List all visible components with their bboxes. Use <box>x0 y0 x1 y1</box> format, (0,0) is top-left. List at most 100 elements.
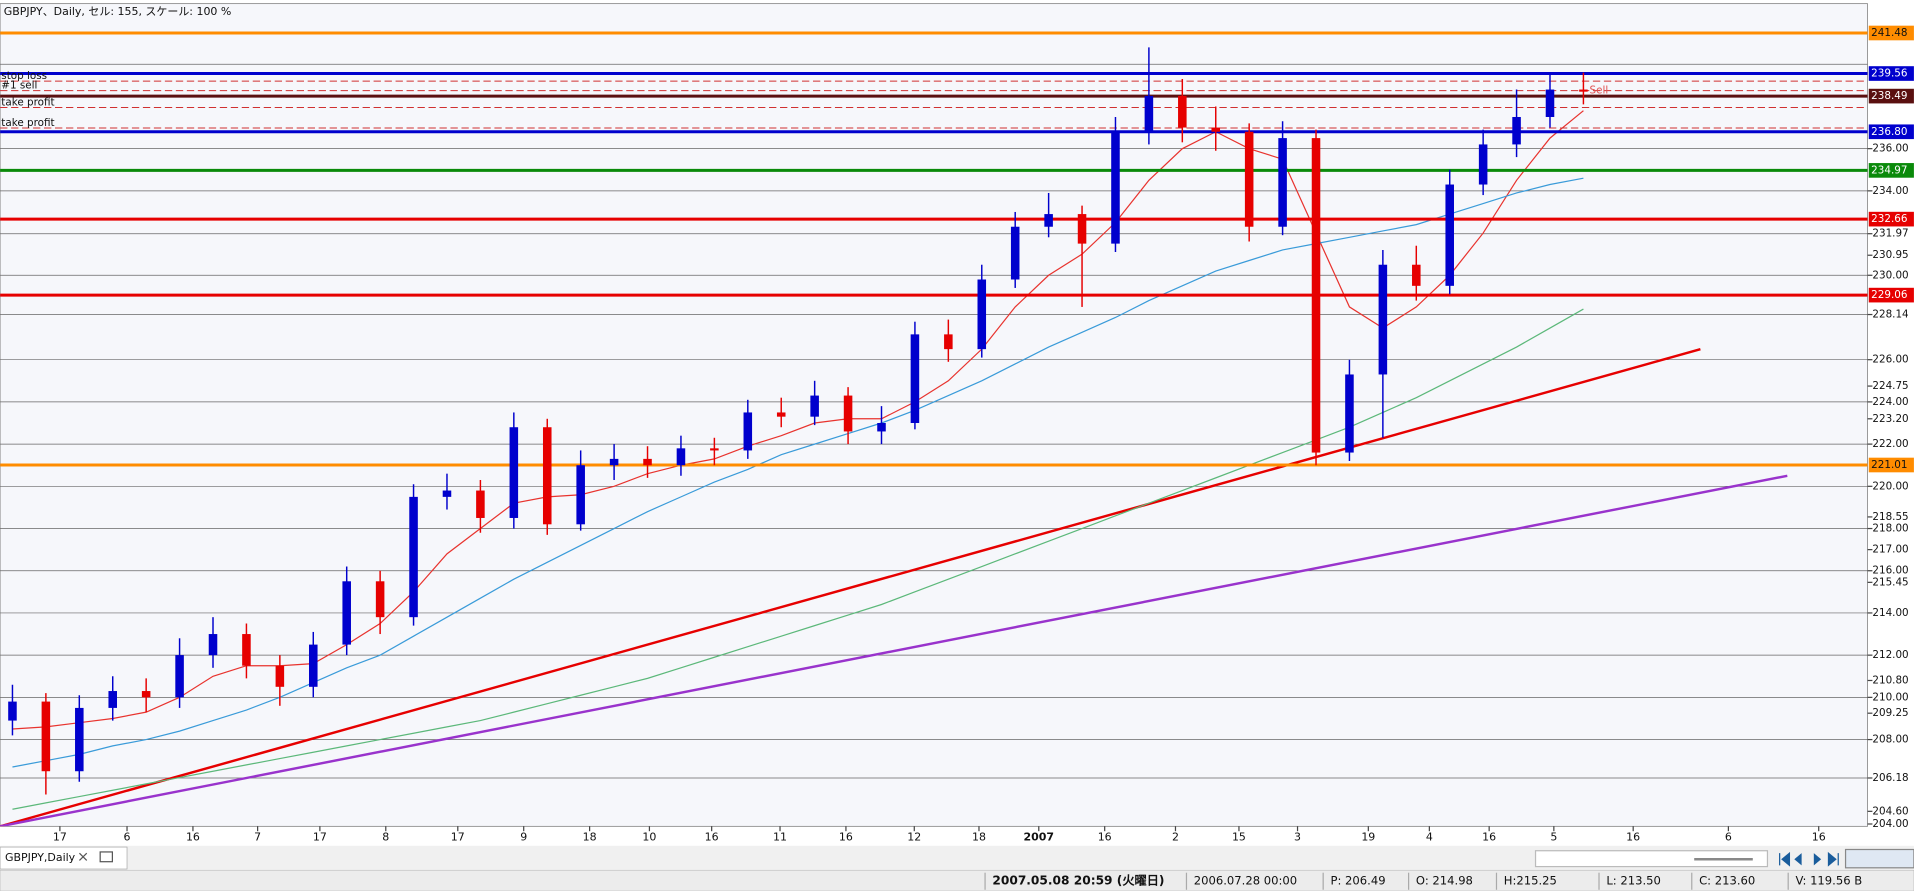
x-tick-label: 7 <box>254 830 261 843</box>
candle-body <box>710 448 719 451</box>
y-tick-label: 215.45 <box>1872 576 1908 588</box>
chart-header: GBPJPY、Daily, セル: 155, スケール: 100 % <box>4 5 232 18</box>
y-tick-label: 218.00 <box>1872 523 1908 535</box>
scroll-last[interactable] <box>1827 851 1839 867</box>
candle-body <box>1378 264 1388 375</box>
candle-body <box>1044 214 1053 227</box>
scroll-prev[interactable] <box>1794 853 1802 866</box>
chart-tab[interactable] <box>0 846 128 870</box>
x-tick-label: 16 <box>1098 830 1112 843</box>
y-tick-label: 222.00 <box>1872 438 1908 450</box>
order-label: stop loss <box>1 70 47 82</box>
status-item: 2007.05.08 20:59 (火曜日) <box>992 874 1164 888</box>
price-level-label: 232.66 <box>1871 213 1907 225</box>
x-tick-label: 17 <box>313 830 327 843</box>
status-item: V: 119.56 B <box>1796 874 1863 888</box>
price-level-tag <box>1868 457 1914 473</box>
status-item: H:215.25 <box>1504 874 1557 888</box>
scroll-next[interactable] <box>1813 853 1822 866</box>
y-tick-label: 224.00 <box>1872 396 1908 408</box>
x-tick-label: 4 <box>1426 830 1433 843</box>
price-level-tag <box>1868 25 1914 41</box>
candle-body <box>375 581 385 618</box>
price-level-tag <box>1868 163 1914 178</box>
zoom-button[interactable] <box>1844 848 1914 869</box>
scrollbar[interactable] <box>1534 850 1769 868</box>
x-tick-label: 18 <box>583 830 597 843</box>
price-level-label: 241.48 <box>1871 27 1907 39</box>
candle-body <box>275 665 285 687</box>
x-tick-label: 11 <box>773 830 787 843</box>
x-tick-label: 12 <box>907 830 921 843</box>
x-tick-label: 10 <box>642 830 656 843</box>
x-tick-label: 16 <box>1626 830 1640 843</box>
x-tick-label: 6 <box>124 830 131 843</box>
tab-close[interactable] <box>78 852 88 861</box>
status-item: P: 206.49 <box>1330 874 1385 888</box>
x-tick-label: 17 <box>451 830 465 843</box>
candle-body <box>342 581 351 645</box>
status-item: O: 214.98 <box>1416 874 1473 888</box>
y-tick-label: 231.97 <box>1872 228 1908 240</box>
candle-body <box>776 412 786 417</box>
candle-body <box>476 490 485 518</box>
price-level-label: 234.97 <box>1871 164 1907 176</box>
candle-body <box>442 490 452 497</box>
candle-body <box>877 423 886 432</box>
candle-body <box>910 334 920 424</box>
candle-body <box>8 701 17 721</box>
x-tick-label: 2 <box>1172 830 1179 843</box>
tab-label: GBPJPY,Daily <box>5 851 76 864</box>
price-level-label: 221.01 <box>1871 459 1907 471</box>
y-tick-label: 224.75 <box>1872 380 1908 392</box>
moving-average <box>12 110 1584 730</box>
y-tick-label: 230.00 <box>1872 269 1908 281</box>
x-tick-label: 15 <box>1232 830 1246 843</box>
price-level-tag <box>1868 287 1914 303</box>
candle-body <box>1244 131 1254 227</box>
price-level-tag <box>1868 88 1914 104</box>
x-tick-label: 8 <box>382 830 389 843</box>
candle-body <box>1311 138 1321 453</box>
x-tick-label: 16 <box>1482 830 1496 843</box>
order-label: take profit <box>1 117 54 129</box>
candle-body <box>843 395 853 432</box>
x-tick-label: 17 <box>53 830 67 843</box>
x-tick-label: 3 <box>1294 830 1301 843</box>
tab-detach[interactable] <box>99 851 113 863</box>
x-tick-label: 19 <box>1361 830 1375 843</box>
price-level-tag <box>1868 66 1914 81</box>
candle-body <box>409 496 418 618</box>
candle-body <box>1512 116 1521 145</box>
scroll-first[interactable] <box>1779 851 1791 867</box>
trend-line <box>0 474 1788 827</box>
candle-body <box>542 427 552 525</box>
y-tick-label: 206.18 <box>1872 772 1908 784</box>
price-level-tag <box>1868 211 1914 227</box>
candle-body <box>1445 184 1454 286</box>
status-item: L: 213.50 <box>1606 874 1661 888</box>
candle-body <box>576 465 585 525</box>
candle-body <box>1345 374 1354 453</box>
trend-line <box>0 347 1701 827</box>
y-tick-label: 208.00 <box>1872 734 1908 746</box>
candle-body <box>743 412 753 451</box>
candle-body <box>1579 89 1588 92</box>
candle-body <box>1478 144 1488 185</box>
y-tick-label: 204.60 <box>1872 805 1908 817</box>
x-tick-label: 2007 <box>1024 830 1055 843</box>
candle-body <box>609 458 619 466</box>
candle-body <box>1211 127 1221 132</box>
candle-body <box>1545 89 1555 117</box>
moving-average <box>12 308 1584 810</box>
candle-body <box>676 448 686 466</box>
candle-body <box>643 458 652 466</box>
candle-body <box>1010 226 1020 280</box>
candle-body <box>242 634 251 666</box>
x-tick-label: 5 <box>1550 830 1557 843</box>
x-tick-label: 16 <box>705 830 719 843</box>
x-tick-label: 16 <box>839 830 853 843</box>
x-tick-label: 9 <box>520 830 527 843</box>
